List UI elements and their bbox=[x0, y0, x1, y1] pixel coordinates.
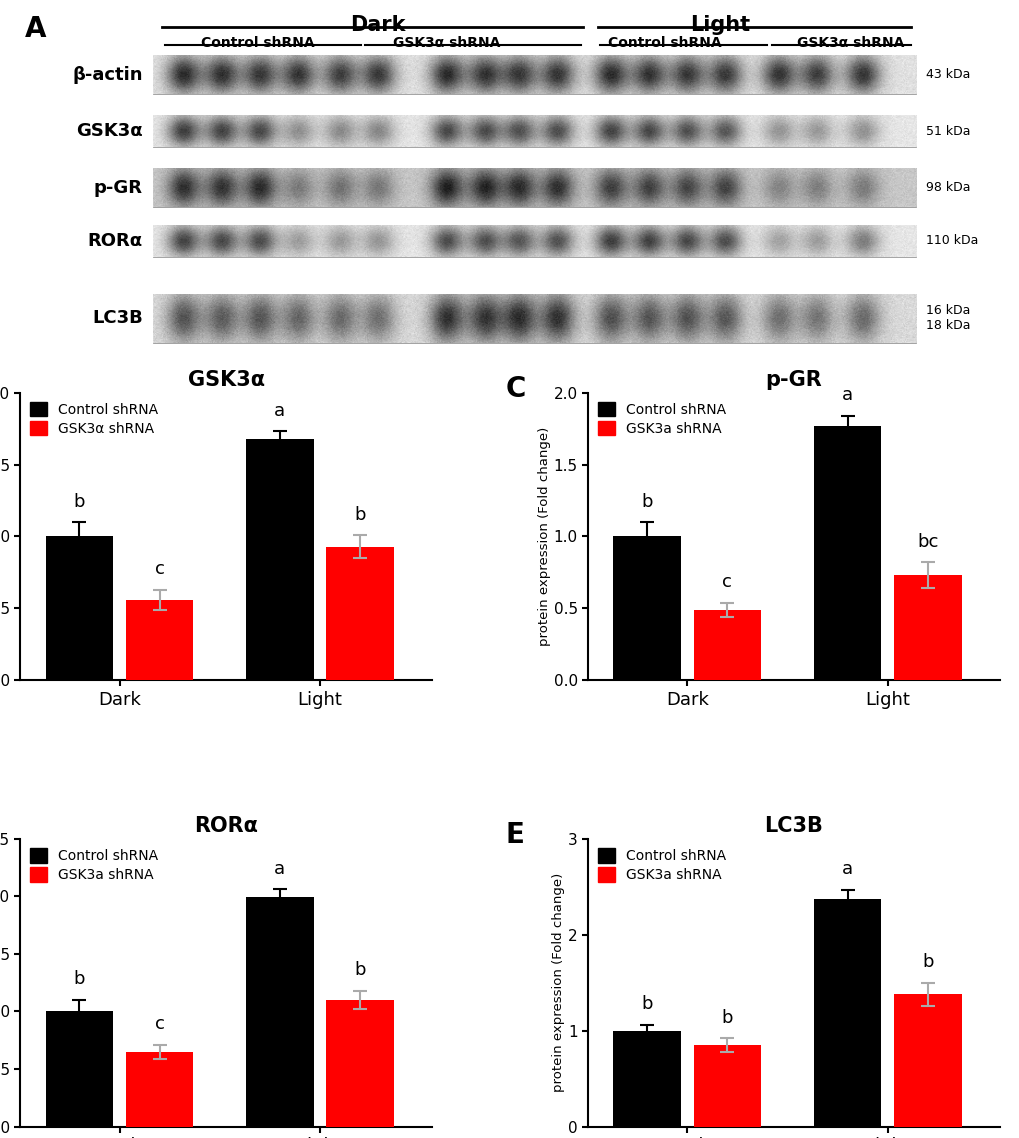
Text: Dark: Dark bbox=[350, 15, 406, 35]
Legend: Control shRNA, GSK3a shRNA: Control shRNA, GSK3a shRNA bbox=[28, 846, 161, 885]
Text: Light: Light bbox=[690, 15, 750, 35]
Text: p-GR: p-GR bbox=[94, 179, 143, 197]
Text: LC3B: LC3B bbox=[92, 310, 143, 328]
Text: RORα: RORα bbox=[88, 232, 143, 249]
Bar bbox=[153, 56, 915, 94]
Text: A: A bbox=[25, 15, 47, 43]
Bar bbox=[693, 610, 760, 681]
Bar bbox=[125, 1052, 194, 1127]
Text: E: E bbox=[505, 822, 524, 849]
Text: 51 kDa: 51 kDa bbox=[925, 125, 970, 138]
Bar bbox=[326, 1000, 393, 1127]
Y-axis label: protein expression (Fold change): protein expression (Fold change) bbox=[537, 427, 550, 646]
Bar bbox=[693, 1045, 760, 1127]
Bar bbox=[246, 438, 314, 681]
Text: β-actin: β-actin bbox=[72, 66, 143, 84]
Bar bbox=[894, 995, 961, 1127]
Text: a: a bbox=[842, 860, 853, 879]
Text: 98 kDa: 98 kDa bbox=[925, 181, 970, 195]
Bar bbox=[813, 426, 880, 681]
Text: a: a bbox=[274, 402, 285, 420]
Legend: Control shRNA, GSK3a shRNA: Control shRNA, GSK3a shRNA bbox=[594, 846, 728, 885]
Bar bbox=[894, 576, 961, 681]
Bar bbox=[153, 115, 915, 147]
Title: LC3B: LC3B bbox=[763, 816, 822, 835]
Text: b: b bbox=[921, 954, 932, 971]
Text: GSK3α: GSK3α bbox=[76, 123, 143, 140]
Text: b: b bbox=[354, 505, 366, 523]
Bar bbox=[153, 225, 915, 257]
Text: 43 kDa: 43 kDa bbox=[925, 68, 970, 82]
Bar bbox=[153, 294, 915, 344]
Text: b: b bbox=[721, 1008, 733, 1026]
Text: a: a bbox=[842, 386, 853, 404]
Text: Control shRNA: Control shRNA bbox=[201, 36, 314, 50]
Legend: Control shRNA, GSK3α shRNA: Control shRNA, GSK3α shRNA bbox=[28, 399, 161, 439]
Text: c: c bbox=[721, 574, 732, 591]
Legend: Control shRNA, GSK3a shRNA: Control shRNA, GSK3a shRNA bbox=[594, 399, 728, 439]
Bar bbox=[326, 546, 393, 681]
Text: b: b bbox=[73, 493, 86, 511]
Y-axis label: protein expression (Fold change): protein expression (Fold change) bbox=[551, 873, 565, 1092]
Text: GSK3α shRNA: GSK3α shRNA bbox=[392, 36, 499, 50]
Bar bbox=[46, 536, 113, 681]
Text: 16 kDa
18 kDa: 16 kDa 18 kDa bbox=[925, 305, 970, 332]
Bar bbox=[46, 1012, 113, 1127]
Text: Control shRNA: Control shRNA bbox=[607, 36, 720, 50]
Text: b: b bbox=[641, 996, 652, 1014]
Bar bbox=[125, 600, 194, 681]
Text: C: C bbox=[505, 376, 526, 403]
Text: 110 kDa: 110 kDa bbox=[925, 234, 977, 247]
Text: a: a bbox=[274, 860, 285, 877]
Text: c: c bbox=[155, 560, 164, 578]
Text: b: b bbox=[641, 493, 652, 511]
Text: b: b bbox=[73, 971, 86, 989]
Text: b: b bbox=[354, 962, 366, 979]
Bar bbox=[612, 536, 681, 681]
Text: c: c bbox=[155, 1015, 164, 1033]
Bar bbox=[813, 899, 880, 1127]
Title: p-GR: p-GR bbox=[765, 370, 821, 389]
Text: bc: bc bbox=[916, 533, 937, 551]
Bar bbox=[612, 1031, 681, 1127]
Text: GSK3α shRNA: GSK3α shRNA bbox=[796, 36, 904, 50]
Bar bbox=[246, 898, 314, 1127]
Title: RORα: RORα bbox=[194, 816, 258, 835]
Title: GSK3α: GSK3α bbox=[187, 370, 264, 389]
Bar bbox=[153, 168, 915, 207]
